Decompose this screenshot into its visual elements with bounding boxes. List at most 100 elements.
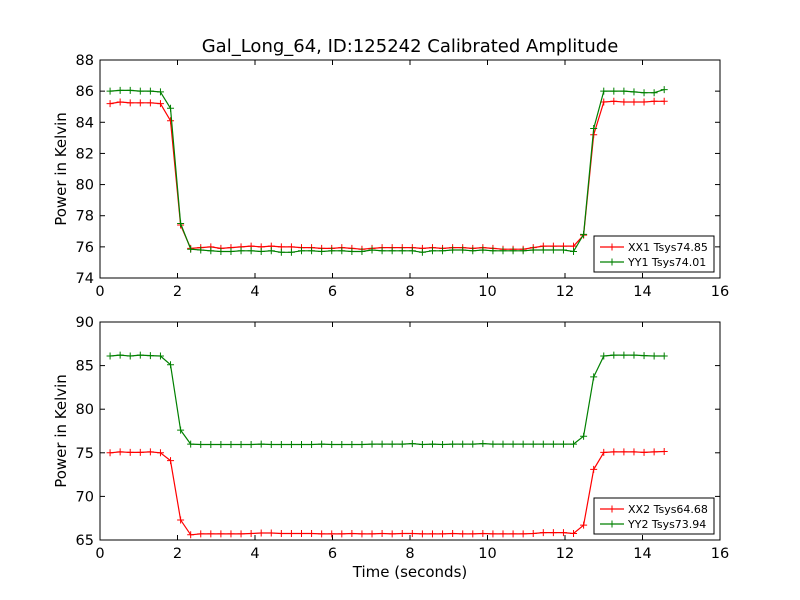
y-tick-label: 88 <box>76 53 94 69</box>
data-point-marker <box>146 99 154 107</box>
data-point-marker <box>398 529 406 537</box>
data-point-marker <box>479 440 487 448</box>
axes-frame <box>99 321 721 541</box>
data-point-marker <box>559 246 567 254</box>
legend-label: YY2 Tsys73.94 <box>627 518 706 531</box>
data-point-marker <box>287 529 295 537</box>
data-point-marker <box>277 441 285 449</box>
x-tick-label: 12 <box>556 546 574 562</box>
y-tick-label: 76 <box>76 240 94 256</box>
data-point-marker <box>358 530 366 538</box>
data-point-marker <box>549 246 557 254</box>
data-point-marker <box>257 440 265 448</box>
data-point-marker <box>428 440 436 448</box>
x-axis-label: Time (seconds) <box>352 563 468 581</box>
data-point-marker <box>650 97 658 105</box>
data-point-marker <box>298 441 305 449</box>
data-point-marker <box>620 87 628 95</box>
data-point-marker <box>459 246 467 254</box>
legend-label: YY1 Tsys74.01 <box>627 256 706 269</box>
data-point-marker <box>449 246 457 254</box>
data-point-marker <box>559 440 567 448</box>
data-point-marker <box>580 432 588 440</box>
data-point-marker <box>126 99 134 107</box>
data-point-marker <box>247 247 255 255</box>
x-tick-label: 12 <box>556 284 574 300</box>
data-point-marker <box>167 457 175 465</box>
data-point-marker <box>459 530 467 538</box>
data-point-marker <box>308 529 316 537</box>
data-point-marker <box>570 529 578 537</box>
data-point-marker <box>660 352 668 360</box>
legend-label: XX1 Tsys74.85 <box>628 241 708 254</box>
data-point-marker <box>298 247 305 255</box>
data-point-marker <box>287 248 295 256</box>
data-point-marker <box>610 87 618 95</box>
data-point-marker <box>177 516 185 524</box>
x-tick-label: 14 <box>633 546 651 562</box>
data-point-marker <box>146 352 154 360</box>
data-point-marker <box>650 352 658 360</box>
data-point-marker <box>167 361 175 369</box>
data-point-marker <box>590 465 598 473</box>
data-point-marker <box>499 247 507 255</box>
data-point-marker <box>338 441 346 449</box>
data-point-marker <box>358 441 366 449</box>
data-point-marker <box>600 87 608 95</box>
data-point-marker <box>368 530 376 538</box>
data-point-marker <box>267 529 275 537</box>
data-point-marker <box>136 87 144 95</box>
data-point-marker <box>469 530 477 538</box>
data-point-marker <box>328 530 336 538</box>
data-point-marker <box>600 448 608 456</box>
data-point-marker <box>348 529 356 537</box>
chart-title: Gal_Long_64, ID:125242 Calibrated Amplit… <box>202 36 619 57</box>
data-point-marker <box>197 530 205 538</box>
x-tick-label: 0 <box>95 284 104 300</box>
data-point-marker <box>267 247 275 255</box>
data-point-marker <box>519 247 527 255</box>
data-point-marker <box>449 529 457 537</box>
data-point-marker <box>620 98 628 106</box>
data-point-marker <box>439 530 447 538</box>
data-point-marker <box>509 247 517 255</box>
data-point-marker <box>549 529 557 537</box>
data-point-marker <box>570 248 578 256</box>
data-point-marker <box>267 441 275 449</box>
y-tick-label: 74 <box>76 271 94 287</box>
data-point-marker <box>499 440 507 448</box>
y-tick-label: 85 <box>76 359 94 375</box>
top-plot: 0 2 4 6 8 10 12 14 16 74 76 78 80 82 84 86 88 Power in Ke… <box>52 53 729 300</box>
data-point-marker <box>640 448 648 456</box>
data-point-marker <box>388 440 396 448</box>
data-point-marker <box>418 530 426 538</box>
data-point-marker <box>156 352 164 360</box>
data-point-marker <box>640 352 648 360</box>
data-point-marker <box>408 529 416 537</box>
data-point-marker <box>348 441 356 449</box>
data-point-marker <box>549 440 557 448</box>
data-point-marker <box>479 246 487 254</box>
data-point-marker <box>106 449 114 457</box>
legend-box <box>593 235 715 273</box>
y-tick-label: 65 <box>76 533 94 549</box>
y-tick-label: 86 <box>76 84 94 100</box>
data-point-marker <box>167 104 175 112</box>
data-point-marker <box>227 441 235 449</box>
data-point-marker <box>630 98 638 106</box>
data-point-marker <box>277 248 285 256</box>
data-point-marker <box>116 86 124 94</box>
data-point-marker <box>318 530 326 538</box>
data-point-marker <box>378 247 386 255</box>
data-point-marker <box>408 247 416 255</box>
data-point-marker <box>610 97 618 105</box>
data-point-marker <box>439 247 447 255</box>
data-point-marker <box>630 351 638 359</box>
y-tick-label: 82 <box>76 146 94 162</box>
data-point-marker <box>197 246 205 254</box>
data-point-marker <box>308 441 316 449</box>
data-point-marker <box>136 99 144 107</box>
data-point-marker <box>298 529 305 537</box>
x-tick-label: 6 <box>328 284 337 300</box>
data-point-marker <box>590 125 598 133</box>
